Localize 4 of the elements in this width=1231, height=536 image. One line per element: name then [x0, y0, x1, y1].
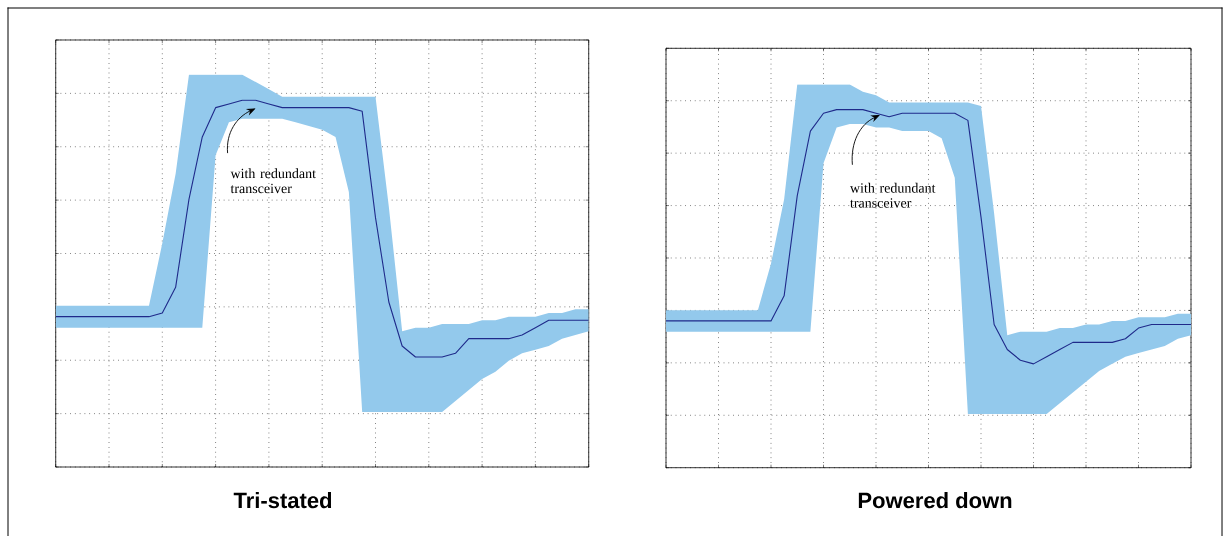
annotation: with redundant transceiver	[849, 182, 936, 208]
text: Tri-stated	[233, 492, 332, 509]
annotation: with redundant transceiver	[230, 168, 316, 194]
text: Powered down	[858, 492, 1012, 509]
